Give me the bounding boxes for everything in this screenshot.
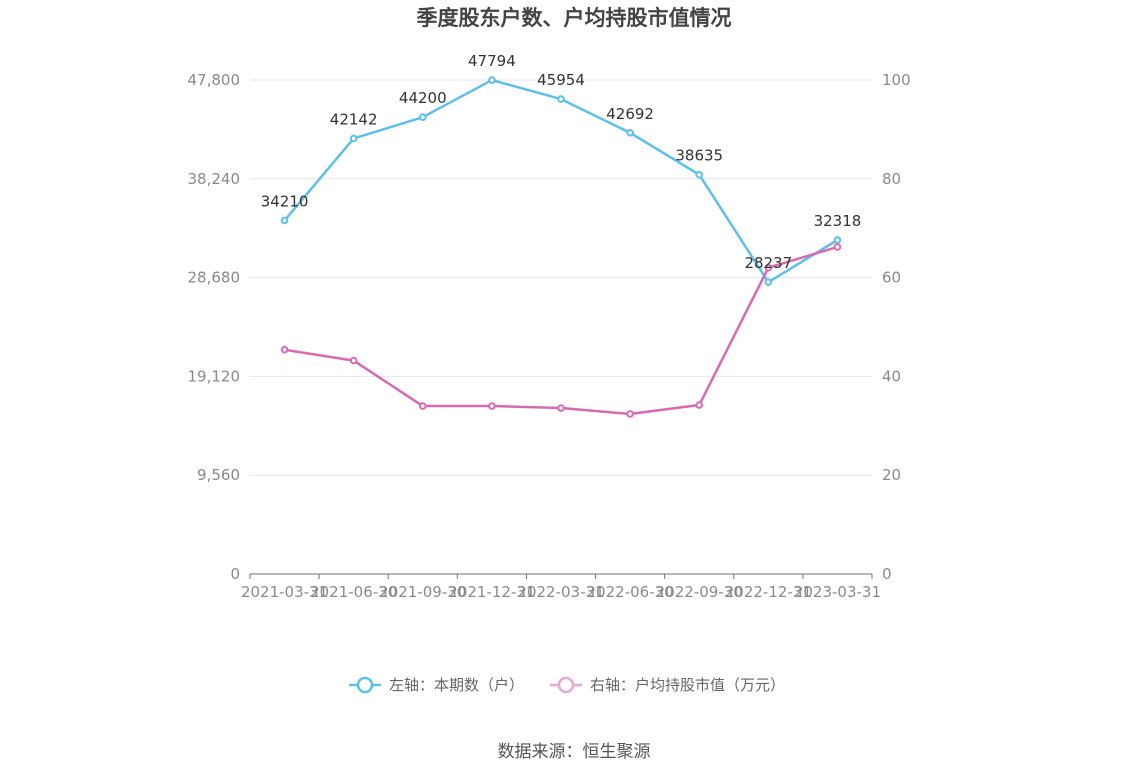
- series-lines: [280, 76, 842, 418]
- data-label: 28237: [744, 254, 792, 272]
- legend-marker-icon: [557, 676, 575, 694]
- data-label: 34210: [261, 192, 309, 210]
- data-point-right: [349, 356, 358, 365]
- data-point-right: [695, 401, 704, 409]
- data-point-right: [626, 410, 634, 418]
- x-tick-label: 2022-12-31: [725, 583, 812, 601]
- data-label: 42142: [330, 110, 378, 128]
- y-right-tick-label: 0: [882, 565, 892, 583]
- data-point-left: [557, 95, 565, 103]
- data-point-left: [418, 113, 427, 122]
- legend-marker-icon: [356, 676, 374, 694]
- x-tick-label: 2022-09-30: [656, 583, 743, 601]
- data-point-right: [418, 402, 427, 410]
- data-point-left: [764, 278, 773, 286]
- legend-item-right-series[interactable]: 右轴：户均持股市值（万元）: [550, 676, 785, 694]
- legend[interactable]: 左轴：本期数（户） 右轴：户均持股市值（万元）: [349, 676, 785, 694]
- data-label: 47794: [468, 52, 516, 70]
- chart-title: 季度股东户数、户均持股市值情况: [417, 6, 732, 30]
- data-point-right: [764, 263, 773, 272]
- data-point-left: [349, 134, 358, 143]
- x-tick-label: 2022-03-31: [517, 583, 604, 601]
- data-point-left: [280, 216, 289, 225]
- y-left-tick-label: 38,240: [188, 170, 241, 188]
- data-point-left: [833, 236, 842, 244]
- legend-label-right: 右轴：户均持股市值（万元）: [590, 676, 785, 694]
- y-right-tick-label: 80: [882, 170, 901, 188]
- y-right-tick-label: 60: [882, 269, 901, 287]
- data-point-right: [488, 402, 496, 410]
- data-label: 44200: [399, 89, 447, 107]
- y-left-tick-label: 19,120: [188, 367, 241, 385]
- y-right-tick-label: 100: [882, 71, 911, 89]
- legend-label-left: 左轴：本期数（户）: [389, 676, 524, 694]
- data-point-left: [626, 128, 634, 137]
- x-tick-label: 2021-06-30: [310, 583, 397, 601]
- data-labels: 34210 42142 44200 47794 45954 42692 38635 28237…: [261, 52, 862, 272]
- y-left-tick-label: 28,680: [188, 269, 241, 287]
- data-label: 32318: [814, 212, 862, 230]
- axes: 0 0 9,560 20 19,120 40 28,680 60 38,240 80 47,800 1…: [188, 71, 911, 601]
- x-tick-label: 2021-03-31: [241, 583, 328, 601]
- data-point-left: [488, 76, 496, 84]
- y-right-tick-label: 40: [882, 367, 901, 385]
- data-point-right: [557, 404, 565, 412]
- x-tick-label: 2023-03-31: [794, 583, 881, 601]
- y-left-tick-label: 9,560: [197, 466, 240, 484]
- data-label: 38635: [675, 147, 723, 165]
- y-right-tick-label: 20: [882, 466, 901, 484]
- data-point-right: [833, 243, 842, 251]
- data-label: 45954: [537, 71, 585, 89]
- y-left-tick-label: 47,800: [188, 71, 241, 89]
- legend-item-left-series[interactable]: 左轴：本期数（户）: [349, 676, 524, 694]
- x-tick-label: 2022-06-30: [587, 583, 674, 601]
- data-label: 42692: [606, 105, 654, 123]
- data-point-right: [280, 345, 289, 354]
- x-tick-label: 2021-09-30: [379, 583, 466, 601]
- data-point-left: [695, 170, 704, 179]
- y-left-tick-label: 0: [230, 565, 240, 583]
- data-source: 数据来源：恒生聚源: [498, 742, 651, 762]
- x-tick-label: 2021-12-31: [448, 583, 535, 601]
- grid: [250, 79, 872, 476]
